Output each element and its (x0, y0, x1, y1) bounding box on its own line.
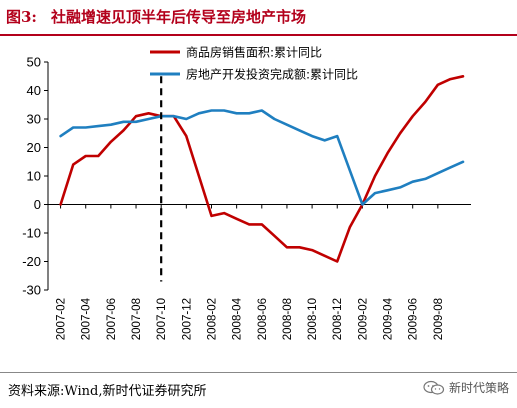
x-tick-label: 2009-02 (357, 298, 369, 340)
x-tick-label: 2007-06 (106, 298, 118, 340)
x-tick-label: 2008-06 (257, 298, 269, 340)
x-tick-label: 2007-04 (81, 297, 93, 340)
x-tick-label: 2008-12 (332, 298, 344, 340)
legend-label: 商品房销售面积:累计同比 (186, 45, 322, 60)
y-tick-label: 20 (27, 140, 41, 155)
x-tick-label: 2009-06 (408, 298, 420, 340)
x-tick-label: 2009-04 (383, 297, 395, 340)
source-note: 资料来源:Wind,新时代证券研究所 (8, 384, 207, 399)
x-tick-label: 2008-02 (206, 298, 218, 340)
y-tick-label: -20 (22, 254, 41, 269)
y-tick-label: 10 (27, 169, 41, 184)
x-tick-label: 2009-08 (433, 298, 445, 340)
watermark: 新时代策略 (423, 379, 509, 396)
series-line-sales-area (59, 75, 465, 263)
y-tick-label: 30 (27, 112, 41, 127)
x-tick-label: 2007-08 (131, 298, 143, 340)
y-tick-label: 0 (34, 197, 41, 212)
watermark-text: 新时代策略 (448, 381, 509, 395)
x-tick-label: 2008-04 (232, 297, 244, 340)
figure-title-text: 社融增速见顶半年后传导至房地产市场 (50, 8, 306, 26)
title-rule (0, 34, 517, 36)
footer-rule (0, 372, 517, 373)
legend-label: 房地产开发投资完成额:累计同比 (186, 67, 358, 82)
y-axis-ticks: -30 -20 -10 0 10 20 30 40 50 (22, 55, 48, 298)
x-tick-label: 2007-10 (156, 298, 168, 340)
figure-number: 图3: (6, 8, 37, 26)
x-tick-label: 2007-02 (56, 298, 68, 340)
x-axis-ticks: 2007-02 2007-04 2007-06 2007-08 2007-10 2007-… (56, 204, 445, 340)
y-tick-label: 40 (27, 83, 41, 98)
y-tick-label: -30 (22, 283, 41, 298)
series-line-investment (59, 109, 465, 206)
x-tick-label: 2008-10 (307, 298, 319, 340)
chart-series (59, 75, 465, 263)
y-tick-label: 50 (27, 55, 41, 70)
chart-axes (47, 62, 471, 290)
y-tick-label: -10 (22, 226, 41, 241)
x-tick-label: 2007-12 (181, 298, 193, 340)
wechat-icon (423, 380, 445, 396)
figure-title: 图3: 社融增速见顶半年后传导至房地产市场 (6, 6, 306, 27)
x-tick-label: 2008-08 (282, 298, 294, 340)
